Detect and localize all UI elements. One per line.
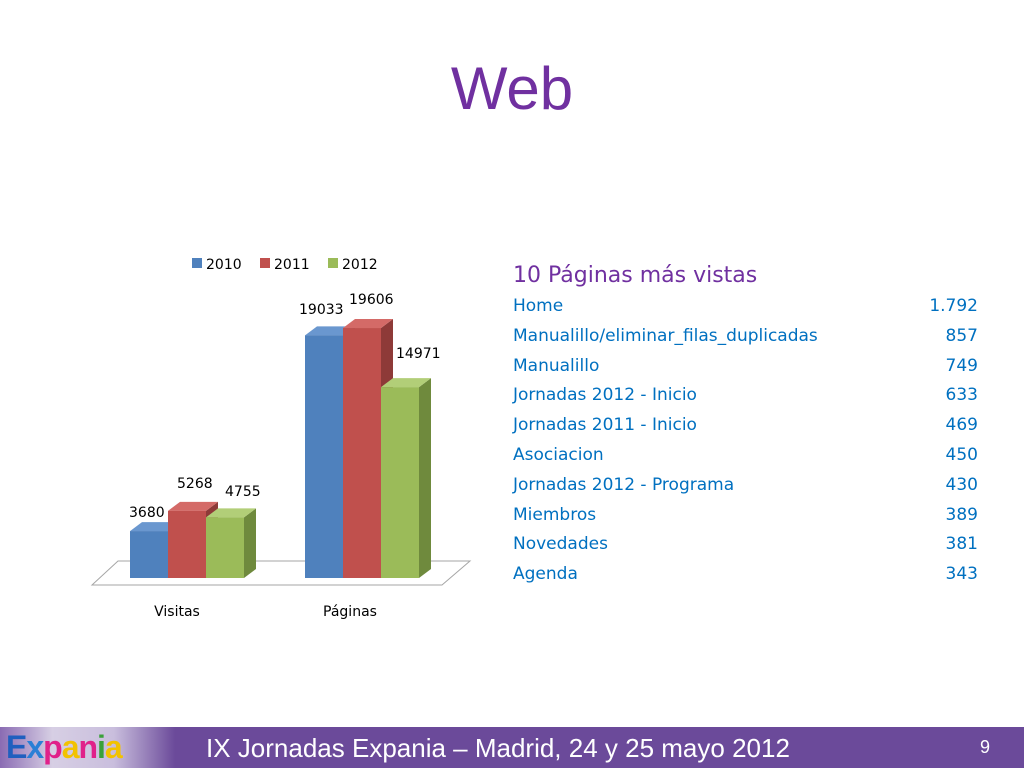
bar-top — [206, 508, 256, 518]
bar — [168, 510, 206, 578]
row-page-name: Miembros — [513, 504, 597, 525]
data-label: 5268 — [177, 476, 213, 492]
legend-swatch — [192, 258, 202, 268]
bar-top — [343, 319, 393, 329]
data-label: 19033 — [299, 302, 344, 318]
top-pages-table: 10 Páginas más vistas Home 1.792 Manualill… — [513, 260, 978, 590]
row-page-name: Home — [513, 296, 564, 316]
bar-top — [305, 326, 355, 336]
row-page-views: 450 — [945, 444, 978, 465]
legend-label: 2012 — [342, 257, 378, 273]
row-page-name: Jornadas 2012 - Inicio — [513, 385, 697, 406]
table-row: Jornadas 2011 - Inicio 469 — [513, 411, 978, 441]
table-row: Manualillo 749 — [513, 352, 978, 382]
page-number: 9 — [979, 737, 990, 757]
legend-label: 2010 — [206, 257, 242, 273]
table-row: Miembros 389 — [513, 501, 978, 531]
data-label: 3680 — [129, 505, 165, 521]
row-page-views: 857 — [945, 325, 978, 346]
table-row: Home 1.792 — [513, 292, 978, 322]
row-page-name: Agenda — [513, 564, 578, 585]
row-page-views: 633 — [945, 385, 978, 406]
bar-top — [130, 522, 180, 532]
bar-side — [244, 508, 256, 578]
legend-swatch — [260, 258, 270, 268]
bar — [206, 517, 244, 578]
table-row: Manualillo/eliminar_filas_duplicadas 857 — [513, 322, 978, 352]
row-page-name: Asociacion — [513, 444, 604, 465]
row-page-views: 469 — [945, 415, 978, 436]
bar — [381, 387, 419, 578]
row-page-views: 430 — [945, 474, 978, 495]
expania-logo: Expania — [0, 727, 175, 768]
row-page-views: 1.792 — [929, 296, 978, 316]
bar — [130, 531, 168, 578]
table-title: 10 Páginas más vistas — [513, 263, 758, 288]
legend-label: 2011 — [274, 257, 310, 273]
row-page-name: Jornadas 2011 - Inicio — [513, 415, 697, 436]
category-label: Páginas — [323, 604, 377, 620]
row-page-name: Jornadas 2012 - Programa — [513, 474, 735, 495]
bar-top — [168, 501, 218, 511]
bar-top — [381, 378, 431, 388]
row-page-views: 381 — [945, 534, 978, 555]
table-row: Jornadas 2012 - Programa 430 — [513, 471, 978, 501]
footer-bar: Expania IX Jornadas Expania – Madrid, 24… — [0, 727, 1024, 768]
row-page-name: Manualillo — [513, 355, 600, 376]
bar-side — [419, 378, 431, 578]
table-row: Novedades 381 — [513, 530, 978, 560]
data-label: 14971 — [396, 346, 441, 362]
table-row: Jornadas 2012 - Inicio 633 — [513, 381, 978, 411]
slide-title: Web — [450, 55, 574, 122]
logo-text: Expania — [6, 729, 123, 765]
row-page-views: 749 — [945, 355, 978, 376]
table-row: Agenda 343 — [513, 560, 978, 590]
table-rows: Home 1.792 Manualillo/eliminar_filas_dupli… — [513, 292, 978, 590]
footer-text: IX Jornadas Expania – Madrid, 24 y 25 ma… — [206, 733, 790, 763]
data-label: 4755 — [225, 484, 261, 500]
data-label: 19606 — [349, 292, 394, 308]
row-page-name: Manualillo/eliminar_filas_duplicadas — [513, 325, 818, 346]
row-page-views: 343 — [945, 564, 978, 585]
category-label: Visitas — [154, 604, 200, 620]
bar-chart: 2010 2011 2012 3680 19033 5268 19606 4755 14971 V… — [90, 257, 472, 620]
table-row: Asociacion 450 — [513, 441, 978, 471]
bar — [305, 335, 343, 578]
bar — [343, 328, 381, 578]
legend-swatch — [328, 258, 338, 268]
row-page-views: 389 — [945, 504, 978, 525]
row-page-name: Novedades — [513, 534, 608, 555]
